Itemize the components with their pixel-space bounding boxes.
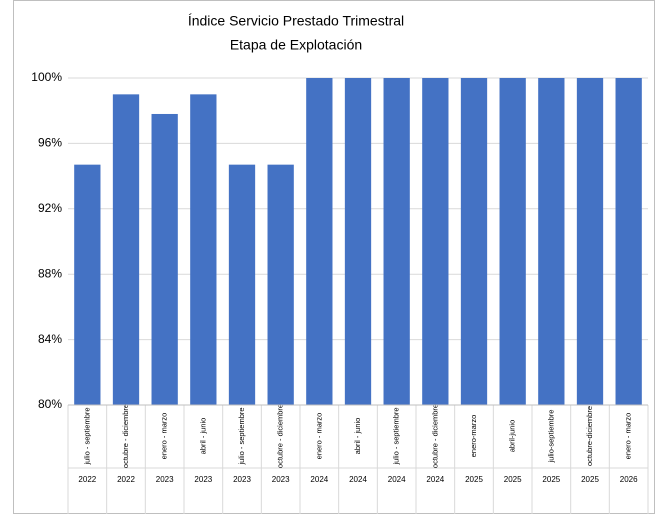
y-tick-label: 100% [31,70,62,84]
year-label: 2024 [388,475,406,484]
y-tick-label: 84% [38,332,62,346]
y-tick-label: 96% [38,136,62,150]
bar [383,78,410,405]
x-tick-label: enero - marzo [160,413,169,460]
bar [190,94,217,405]
bar [422,78,449,405]
y-tick-label: 80% [38,397,62,411]
year-label: 2025 [465,475,483,484]
x-tick-label: abril - junio [198,418,207,455]
x-tick-label: julio - septiembre [237,407,246,465]
chart-title: Índice Servicio Prestado Trimestral [188,13,404,29]
year-label: 2024 [349,475,367,484]
x-tick-label: abril-junio [508,420,517,453]
year-label: 2022 [117,475,135,484]
year-label: 2024 [310,475,328,484]
year-label: 2026 [620,475,638,484]
x-tick-label: enero-marzo [469,415,478,458]
bar [228,164,256,405]
bar [576,78,604,405]
x-tick-label: octubre - diciembre [430,404,439,468]
x-tick-label: enero - marzo [624,413,633,460]
x-tick-label: enero - marzo [314,413,323,460]
x-tick-label: julio-septiembre [546,410,555,464]
bar [460,78,488,405]
x-tick-label: octubre-diciembre [585,406,594,466]
year-label: 2023 [156,475,174,484]
bar [151,113,178,405]
bar [538,78,565,405]
chart-subtitle: Etapa de Explotación [230,37,362,53]
year-label: 2025 [542,475,560,484]
year-label: 2023 [272,475,290,484]
y-tick-label: 88% [38,266,62,280]
year-label: 2023 [194,475,212,484]
bar [267,164,294,405]
year-label: 2025 [504,475,522,484]
x-tick-label: octubre - diciembre [276,404,285,468]
year-label: 2023 [233,475,251,484]
bar [306,78,333,405]
x-tick-label: julio - septiembre [82,407,91,465]
x-tick-label: abril - junio [353,418,362,455]
bar [499,78,526,405]
y-tick-label: 92% [38,201,62,215]
year-label: 2022 [78,475,96,484]
bar [344,78,372,405]
bar [112,94,140,405]
x-tick-label: julio - septiembre [392,407,401,465]
bar [74,164,101,405]
bar [615,78,642,405]
year-label: 2024 [426,475,444,484]
x-tick-label: octubre - diciembre [121,404,130,468]
year-label: 2025 [581,475,599,484]
